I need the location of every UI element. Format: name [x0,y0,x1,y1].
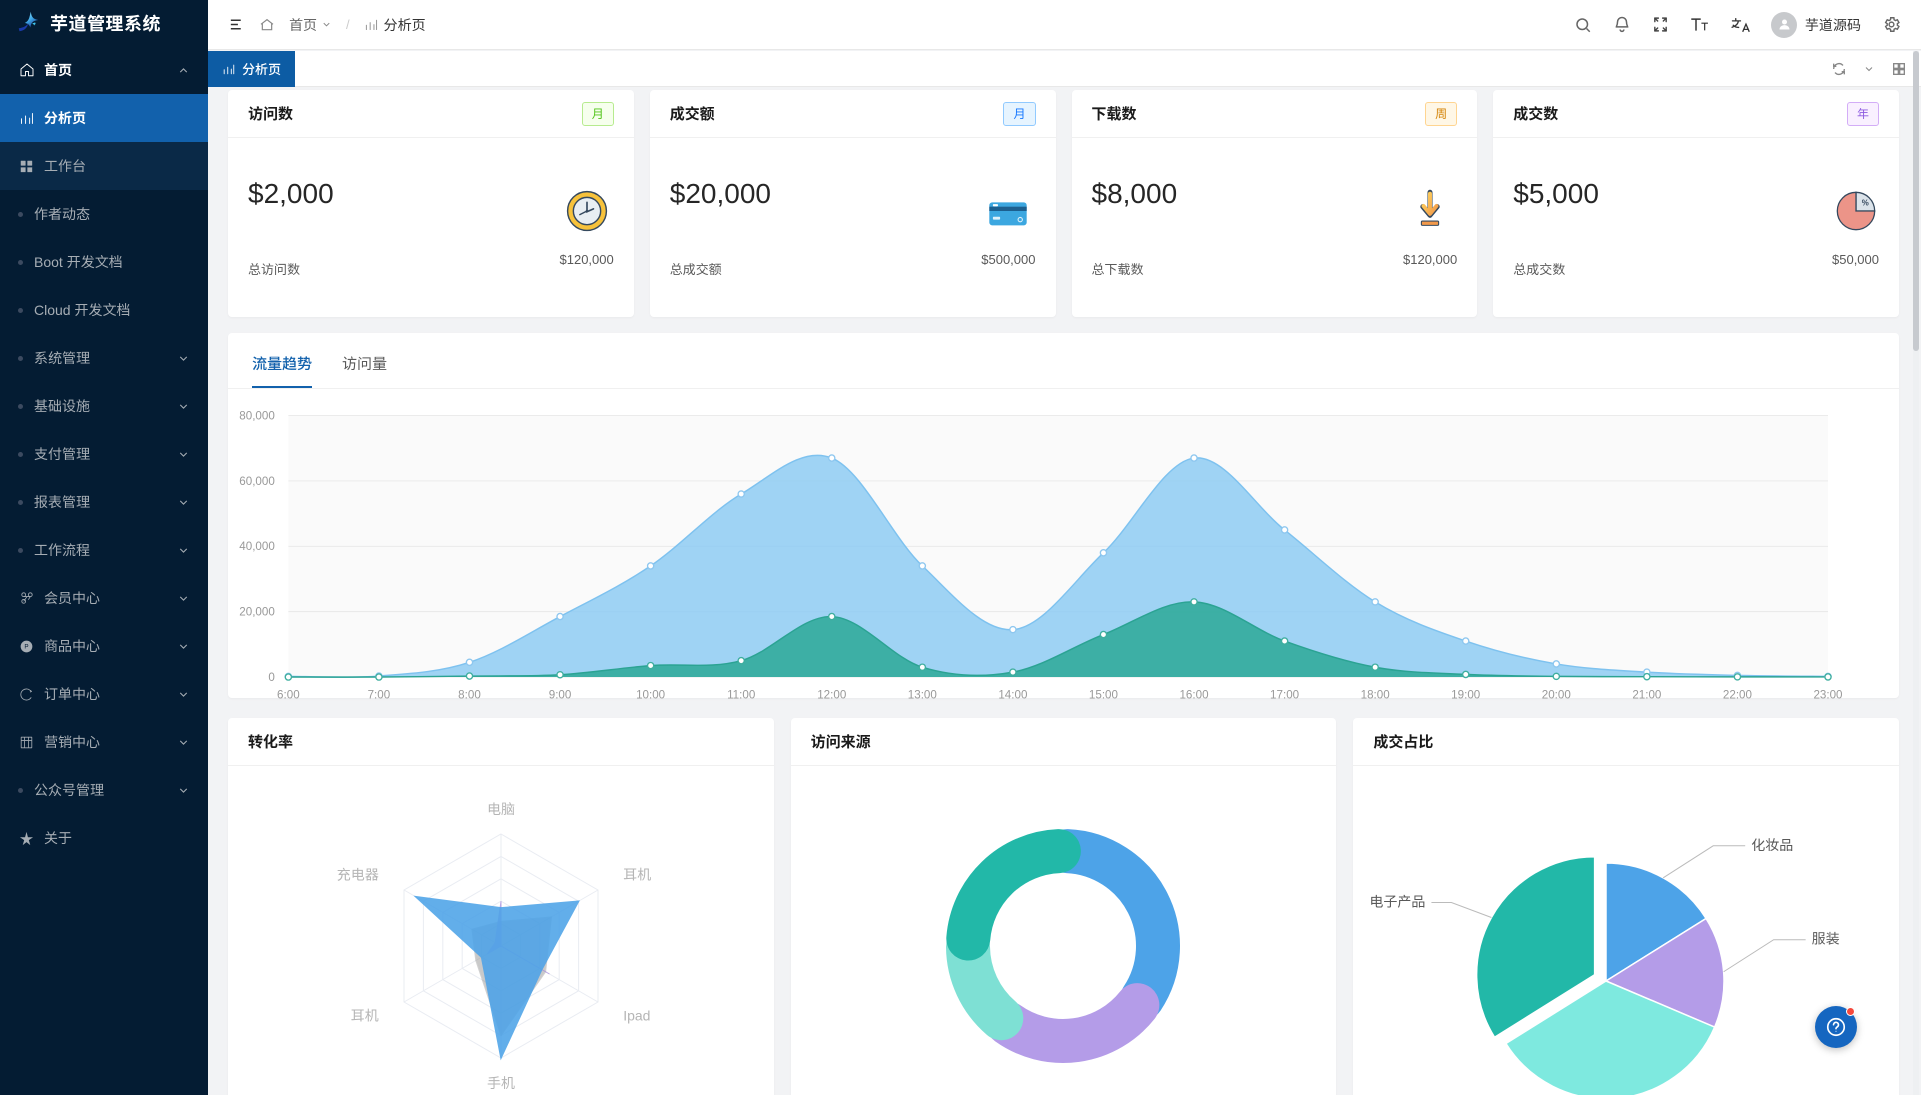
svg-text:P: P [24,643,28,650]
svg-text:充电器: 充电器 [337,866,379,882]
svg-text:化妆品: 化妆品 [1751,837,1793,853]
svg-text:23:00: 23:00 [1813,688,1842,701]
svg-text:9:00: 9:00 [549,688,572,701]
svg-text:10:00: 10:00 [636,688,665,701]
svg-text:电脑: 电脑 [487,801,515,817]
svg-text:手机: 手机 [487,1075,515,1091]
svg-text:0: 0 [268,671,274,684]
svg-text:18:00: 18:00 [1361,688,1390,701]
svg-text:21:00: 21:00 [1632,688,1661,701]
svg-text:7:00: 7:00 [368,688,391,701]
svg-text:耳机: 耳机 [351,1008,379,1024]
svg-text:8:00: 8:00 [458,688,481,701]
svg-text:80,000: 80,000 [239,409,275,422]
svg-text:%: % [1861,198,1868,207]
svg-text:16:00: 16:00 [1179,688,1208,701]
svg-text:服装: 服装 [1812,931,1840,947]
svg-text:20,000: 20,000 [239,606,275,619]
svg-text:22:00: 22:00 [1723,688,1752,701]
svg-text:14:00: 14:00 [998,688,1027,701]
svg-text:12:00: 12:00 [817,688,846,701]
svg-text:耳机: 耳机 [623,866,651,882]
svg-text:17:00: 17:00 [1270,688,1299,701]
svg-text:20:00: 20:00 [1542,688,1571,701]
svg-text:60,000: 60,000 [239,475,275,488]
svg-text:15:00: 15:00 [1089,688,1118,701]
svg-text:电子产品: 电子产品 [1370,893,1426,909]
svg-text:19:00: 19:00 [1451,688,1480,701]
svg-text:40,000: 40,000 [239,540,275,553]
svg-text:6:00: 6:00 [277,688,300,701]
svg-text:13:00: 13:00 [908,688,937,701]
svg-text:Ipad: Ipad [623,1008,650,1024]
svg-text:11:00: 11:00 [727,688,755,701]
